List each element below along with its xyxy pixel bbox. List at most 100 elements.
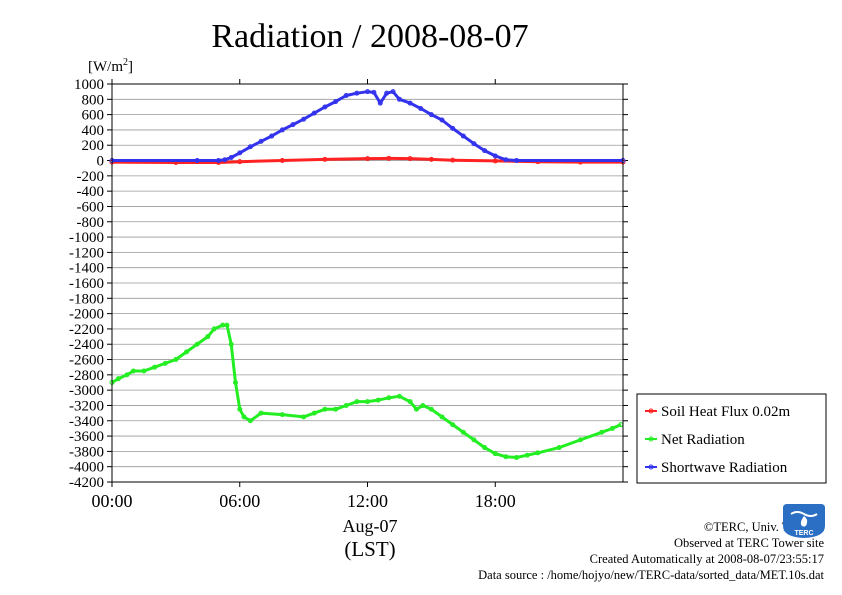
data-point (460, 429, 466, 435)
chart-title: Radiation / 2008-08-07 (211, 18, 528, 55)
terc-logo-icon: TERC (783, 504, 825, 538)
legend-marker (648, 408, 654, 414)
y-tick-label: -1000 (69, 230, 104, 246)
legend-label: Net Radiation (661, 432, 745, 448)
y-tick-label: -1600 (69, 276, 104, 292)
y-axis-ticks: 10008006004002000-200-400-600-800-1000-1… (69, 77, 628, 491)
y-tick-label: -400 (77, 184, 105, 200)
data-point (535, 450, 541, 456)
series-line-shortwave-radiation (112, 90, 623, 162)
data-point (365, 399, 370, 405)
data-point (354, 90, 360, 96)
y-tick-label: -1400 (69, 261, 104, 277)
data-point (407, 399, 413, 405)
data-point (258, 138, 264, 144)
data-point (279, 158, 285, 164)
logo-text: TERC (794, 530, 813, 537)
y-tick-label: 0 (97, 154, 105, 170)
data-point (420, 402, 426, 408)
data-point (322, 406, 328, 412)
data-point (386, 155, 392, 161)
data-point (222, 157, 228, 163)
data-point (333, 406, 339, 412)
legend-box (636, 393, 827, 484)
x-tick-label: 06:00 (219, 491, 260, 511)
data-point (354, 399, 360, 405)
x-axis-zone-label: (LST) (344, 537, 395, 561)
data-point (482, 445, 488, 451)
data-point (407, 100, 413, 106)
data-point (232, 380, 238, 385)
data-point (237, 150, 243, 156)
data-point (228, 154, 234, 160)
data-point (471, 141, 477, 147)
data-point (556, 445, 562, 451)
data-point (471, 437, 477, 443)
y-tick-label: -1800 (69, 291, 104, 307)
data-point (205, 334, 211, 340)
data-point (241, 414, 247, 420)
legend: Soil Heat Flux 0.02m Net Radiation Shortwa… (636, 393, 827, 484)
data-point (418, 105, 424, 111)
data-point (322, 156, 328, 162)
copyright-line: ©TERC, Univ. Tsukuba (703, 520, 824, 534)
data-point (482, 148, 488, 154)
data-point (237, 406, 243, 412)
data-point (386, 395, 392, 401)
data-point (503, 454, 509, 460)
data-point (439, 414, 445, 420)
data-point (173, 357, 179, 363)
data-point (194, 341, 200, 347)
data-point (115, 376, 121, 382)
y-tick-label: -3400 (69, 414, 104, 430)
y-tick-label: 200 (82, 138, 105, 154)
data-point (194, 158, 200, 164)
data-point (450, 422, 456, 428)
data-point (311, 410, 317, 416)
data-point (301, 116, 307, 122)
data-point (269, 133, 275, 139)
y-tick-label: 400 (82, 123, 105, 139)
y-tick-label: -2800 (69, 368, 104, 384)
data-point (514, 158, 520, 164)
data-point (365, 89, 370, 95)
data-point (237, 159, 243, 165)
x-tick-label: 18:00 (475, 491, 516, 511)
data-point (407, 156, 413, 162)
y-axis-label: [W/m2] (88, 57, 133, 75)
created-timestamp-line: Created Automatically at 2008-08-07/23:5… (589, 552, 824, 566)
y-tick-label: -2000 (69, 307, 104, 323)
data-point (450, 125, 456, 131)
data-point (514, 455, 520, 461)
data-point (524, 452, 530, 458)
data-point (377, 100, 383, 106)
data-point (428, 156, 434, 162)
data-point (343, 92, 349, 98)
data-point (450, 157, 456, 163)
y-tick-label: -800 (77, 215, 105, 231)
data-point (279, 127, 285, 133)
data-point (577, 437, 583, 443)
data-point (396, 393, 402, 399)
series-line-net-radiation (111, 323, 622, 459)
credits-block: ©TERC, Univ. Tsukuba Observed at TERC To… (478, 519, 824, 583)
data-point (492, 451, 498, 457)
data-point (365, 156, 370, 162)
observation-site-line: Observed at TERC Tower site (673, 536, 824, 550)
data-point (599, 429, 605, 435)
legend-marker (648, 464, 654, 470)
data-point (130, 368, 136, 374)
data-point (322, 104, 328, 110)
y-tick-label: 1000 (74, 77, 104, 93)
data-point (492, 158, 498, 164)
x-axis-date-label: Aug-07 (343, 516, 398, 536)
data-point (375, 397, 381, 403)
y-tick-label: -2600 (69, 353, 104, 369)
data-point (211, 326, 217, 332)
data-point (124, 372, 130, 378)
data-point (162, 360, 168, 366)
grid-lines (112, 83, 623, 483)
y-tick-label: -3000 (69, 383, 104, 399)
data-point (343, 402, 349, 408)
data-point (390, 89, 396, 95)
